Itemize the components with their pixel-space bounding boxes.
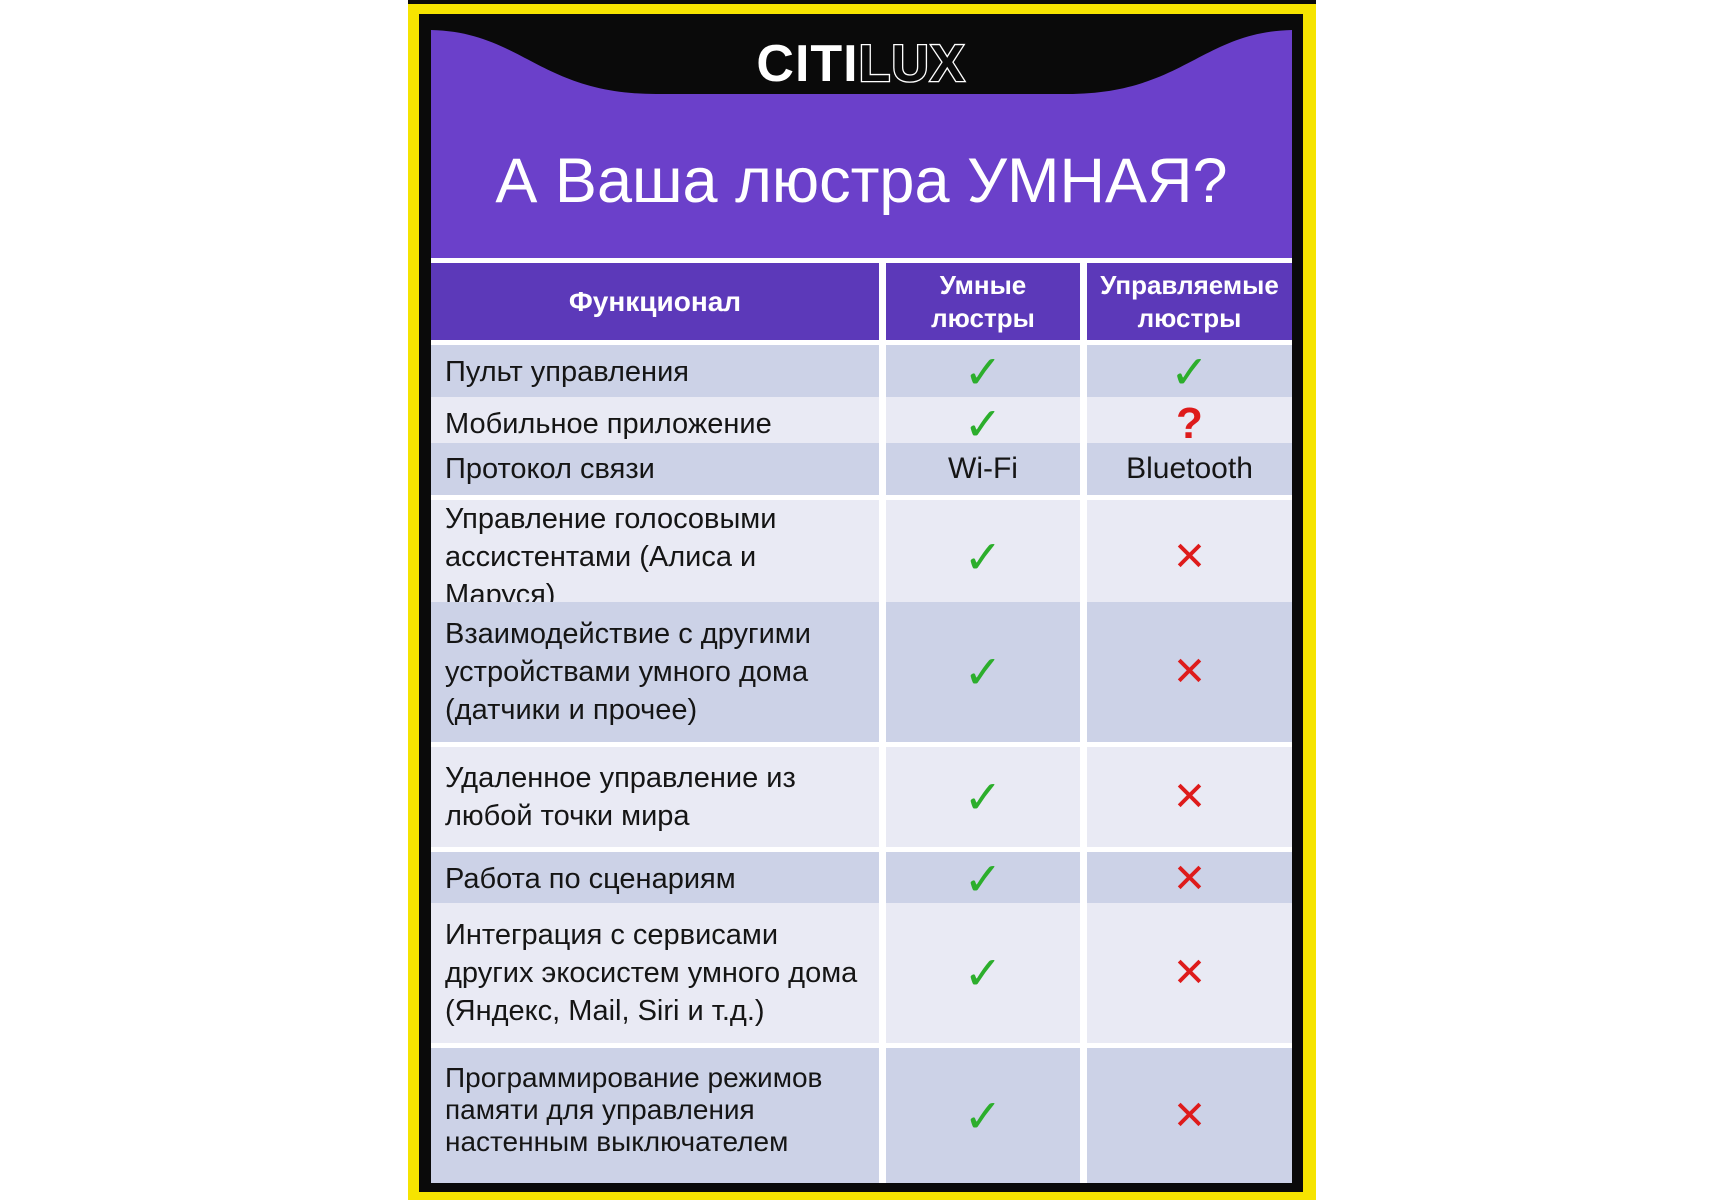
citilux-logo: CITILUX: [756, 34, 966, 95]
cross-icon: ✕: [1087, 852, 1292, 906]
title-area: А Ваша люстра УМНАЯ?: [431, 104, 1292, 258]
feature-label: Программирование режимов памяти для упра…: [431, 1048, 879, 1183]
check-icon: ✓: [886, 1048, 1080, 1183]
protocol-value-controlled: Bluetooth: [1087, 443, 1292, 495]
feature-label: Пульт управления: [431, 345, 879, 399]
cross-icon: ✕: [1087, 903, 1292, 1043]
feature-label: Работа по сценариям: [431, 852, 879, 906]
table-row: Удаленное управление из любой точки мира…: [431, 747, 1292, 847]
check-icon: ✓: [886, 747, 1080, 847]
table-row: Протокол связи Wi-Fi Bluetooth: [431, 443, 1292, 495]
protocol-value-smart: Wi-Fi: [886, 443, 1080, 495]
poster-title: А Ваша люстра УМНАЯ?: [495, 146, 1228, 216]
feature-label: Протокол связи: [431, 443, 879, 495]
logo-part-lux: LUX: [859, 35, 966, 93]
table-row: Интеграция с сервисами других экосистем …: [431, 903, 1292, 1043]
table-row: Пульт управления ✓ ✓: [431, 345, 1292, 399]
banner-shape: [431, 24, 1292, 94]
table-row: Программирование режимов памяти для упра…: [431, 1048, 1292, 1183]
comparison-table: Функционал Умные люстры Управляемые люст…: [431, 258, 1292, 1183]
table-row: Мобильное приложение ✓ ?: [431, 397, 1292, 451]
cross-icon: ✕: [1087, 500, 1292, 614]
check-icon: ✓: [886, 903, 1080, 1043]
check-icon: ✓: [886, 397, 1080, 451]
feature-label: Интеграция с сервисами других экосистем …: [431, 903, 879, 1043]
poster-frame: CITILUX А Ваша люстра УМНАЯ? Функционал …: [408, 0, 1316, 1200]
check-icon: ✓: [886, 500, 1080, 614]
table-row: Взаимодействие с другими устройствами ум…: [431, 602, 1292, 742]
feature-label: Удаленное управление из любой точки мира: [431, 747, 879, 847]
header-feature: Функционал: [431, 263, 879, 340]
header-row: Функционал Умные люстры Управляемые люст…: [431, 263, 1292, 340]
table-row: Работа по сценариям ✓ ✕: [431, 852, 1292, 906]
header-smart-chandeliers: Умные люстры: [886, 263, 1080, 340]
brand-banner: CITILUX: [431, 24, 1292, 104]
poster-content: CITILUX А Ваша люстра УМНАЯ? Функционал …: [431, 24, 1292, 1183]
question-icon: ?: [1087, 397, 1292, 451]
cross-icon: ✕: [1087, 1048, 1292, 1183]
check-icon: ✓: [886, 602, 1080, 742]
feature-label: Управление голосовыми ассистентами (Алис…: [431, 500, 879, 614]
cross-icon: ✕: [1087, 602, 1292, 742]
cross-icon: ✕: [1087, 747, 1292, 847]
check-icon: ✓: [886, 852, 1080, 906]
check-icon: ✓: [886, 345, 1080, 399]
logo-part-citi: CITI: [756, 35, 858, 93]
header-controlled-chandeliers: Управляемые люстры: [1087, 263, 1292, 340]
svg-text:CITILUX: CITILUX: [756, 35, 965, 93]
check-icon: ✓: [1087, 345, 1292, 399]
feature-label: Мобильное приложение: [431, 397, 879, 451]
table-row: Управление голосовыми ассистентами (Алис…: [431, 500, 1292, 614]
feature-label: Взаимодействие с другими устройствами ум…: [431, 602, 879, 742]
